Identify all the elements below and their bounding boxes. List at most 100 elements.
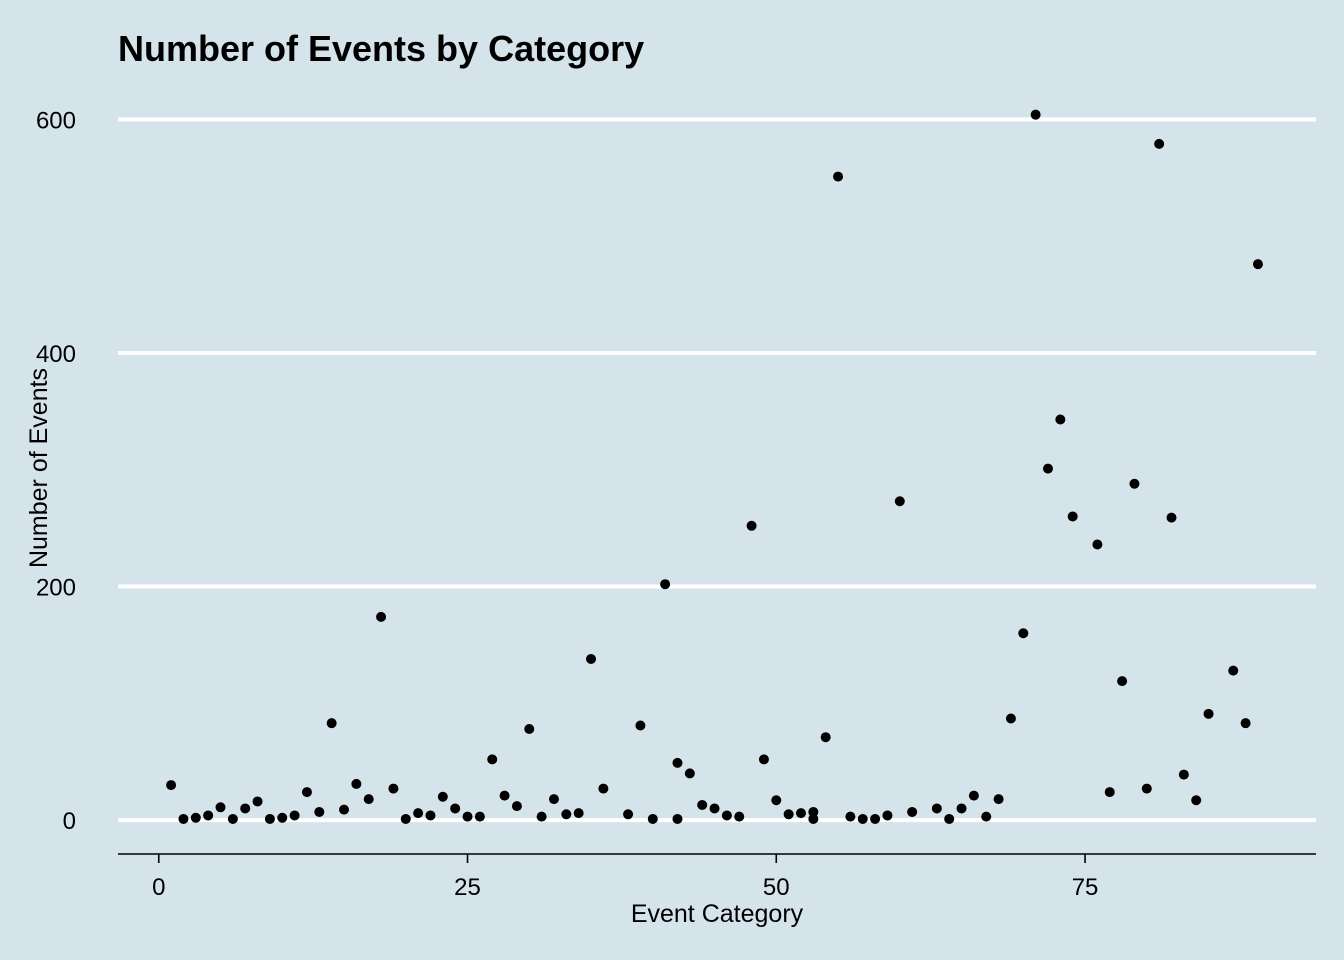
data-point	[820, 732, 831, 743]
data-point	[795, 808, 806, 819]
data-point	[1042, 463, 1053, 474]
data-point	[981, 811, 992, 822]
data-point	[635, 720, 646, 731]
data-point	[1178, 769, 1189, 780]
y-tick-label: 200	[36, 575, 76, 602]
data-point	[684, 768, 695, 779]
data-point	[808, 806, 819, 817]
data-point	[857, 813, 868, 824]
data-point	[524, 724, 535, 735]
x-axis-ticks: 0 25 50 75	[152, 854, 1098, 901]
data-point	[1129, 478, 1140, 489]
y-tick-label: 400	[36, 341, 76, 368]
data-point	[376, 611, 387, 622]
data-point	[450, 803, 461, 814]
data-point	[931, 803, 942, 814]
data-point	[709, 803, 720, 814]
data-point	[944, 813, 955, 824]
data-point	[425, 810, 436, 821]
data-point	[783, 809, 794, 820]
gridlines	[118, 117, 1316, 823]
data-point	[1141, 783, 1152, 794]
x-tick-label: 0	[152, 874, 165, 901]
data-point	[882, 810, 893, 821]
data-point	[1092, 539, 1103, 550]
data-point	[474, 811, 485, 822]
y-axis-label: Number of Events	[25, 368, 53, 568]
data-point	[203, 810, 214, 821]
data-point	[1117, 676, 1128, 687]
data-point	[672, 757, 683, 768]
data-point	[660, 579, 671, 590]
data-point	[363, 794, 374, 805]
data-point	[561, 809, 572, 820]
data-point	[240, 803, 251, 814]
data-point	[1191, 795, 1202, 806]
x-tick-label: 25	[454, 874, 481, 901]
data-point	[1104, 787, 1115, 798]
data-point	[598, 783, 609, 794]
data-points	[166, 109, 1263, 824]
x-tick-label: 75	[1072, 874, 1099, 901]
data-point	[487, 754, 498, 765]
data-point	[1228, 665, 1239, 676]
y-tick-label: 0	[63, 808, 76, 835]
data-point	[511, 801, 522, 812]
x-axis-label: Event Category	[631, 900, 804, 928]
data-point	[190, 812, 201, 823]
data-point	[264, 813, 275, 824]
data-point	[166, 780, 177, 791]
data-point	[499, 790, 510, 801]
data-point	[968, 790, 979, 801]
data-point	[845, 811, 856, 822]
data-point	[1030, 109, 1041, 120]
data-point	[1252, 259, 1263, 270]
data-point	[178, 813, 189, 824]
data-point	[746, 520, 757, 531]
data-point	[1203, 708, 1214, 719]
data-point	[586, 653, 597, 664]
data-point	[734, 811, 745, 822]
data-point	[721, 810, 732, 821]
data-point	[1154, 138, 1165, 149]
chart-title: Number of Events by Category	[118, 28, 644, 69]
data-point	[351, 778, 362, 789]
data-point	[400, 813, 411, 824]
data-point	[462, 811, 473, 822]
data-point	[697, 799, 708, 810]
data-point	[314, 806, 325, 817]
data-point	[672, 813, 683, 824]
data-point	[252, 796, 263, 807]
data-point	[870, 813, 881, 824]
data-point	[894, 496, 905, 507]
data-point	[1055, 414, 1066, 425]
data-point	[623, 809, 634, 820]
data-point	[437, 791, 448, 802]
data-point	[1018, 628, 1029, 639]
y-axis-ticks: 0 200 400 600	[36, 107, 76, 835]
y-tick-label: 600	[36, 107, 76, 134]
data-point	[956, 803, 967, 814]
data-point	[388, 783, 399, 794]
data-point	[289, 810, 300, 821]
data-point	[227, 813, 238, 824]
data-point	[808, 813, 819, 824]
data-point	[907, 806, 918, 817]
data-point	[1166, 512, 1177, 523]
data-point	[1240, 718, 1251, 729]
data-point	[771, 795, 782, 806]
data-point	[1067, 511, 1078, 522]
data-point	[277, 812, 288, 823]
data-point	[833, 171, 844, 182]
data-point	[339, 804, 350, 815]
data-point	[413, 808, 424, 819]
x-tick-label: 50	[763, 874, 790, 901]
data-point	[758, 754, 769, 765]
data-point	[647, 813, 658, 824]
data-point	[1005, 713, 1016, 724]
data-point	[301, 787, 312, 798]
data-point	[215, 802, 226, 813]
data-point	[548, 794, 559, 805]
data-point	[536, 811, 547, 822]
